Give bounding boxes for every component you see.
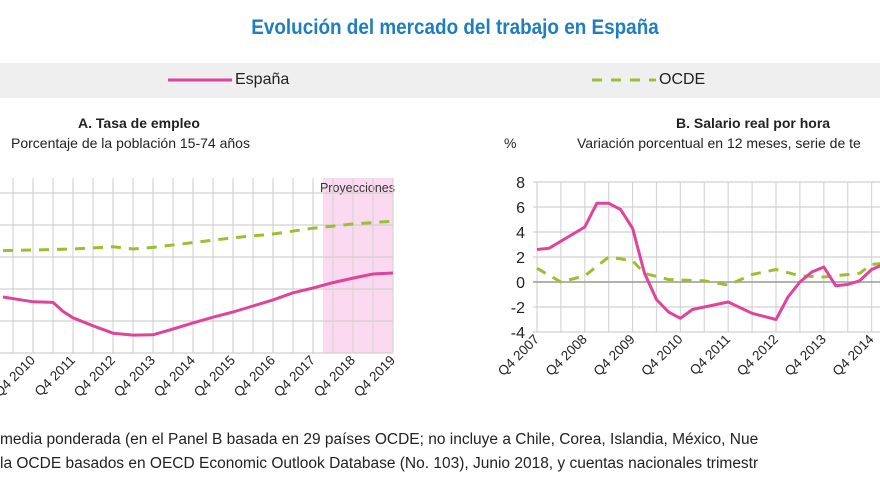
y-tick-label: 2 bbox=[516, 250, 525, 267]
series-line-ocde bbox=[2, 219, 394, 253]
legend-label: OCDE bbox=[659, 71, 706, 88]
x-tick-label: Q4 2011 bbox=[687, 332, 734, 379]
legend-item-espana: España bbox=[168, 71, 289, 89]
projection-shading bbox=[323, 178, 393, 353]
y-tick-label: 0 bbox=[516, 275, 525, 292]
series-line-espana bbox=[536, 201, 880, 321]
y-tick-label: -2 bbox=[511, 300, 525, 317]
x-tick-label: Q4 2013 bbox=[782, 332, 829, 379]
x-tick-label: Q4 2010 bbox=[638, 332, 685, 379]
legend-label: España bbox=[235, 71, 290, 88]
panel-a-subtitle: Porcentaje de la población 15-74 años bbox=[11, 135, 250, 151]
projection-label: Proyecciones bbox=[320, 181, 395, 195]
panel-b-title: B. Salario real por hora bbox=[676, 115, 831, 131]
panel-b-ylabel: % bbox=[504, 135, 517, 151]
y-tick-label: 8 bbox=[516, 175, 525, 192]
x-tick-label: Q4 2014 bbox=[829, 331, 877, 379]
legend-item-ocde: OCDE bbox=[592, 71, 705, 89]
x-tick-label: Q4 2012 bbox=[734, 332, 781, 379]
legend: España OCDE bbox=[0, 63, 880, 98]
figure-title: Evolución del mercado del trabajo en Esp… bbox=[251, 16, 659, 39]
legend-solid-line-icon bbox=[168, 78, 232, 82]
y-tick-label: -4 bbox=[511, 325, 525, 342]
y-tick-label: 4 bbox=[516, 225, 525, 242]
y-tick-label: 6 bbox=[516, 200, 525, 217]
footnote-line-2: la OCDE basados en OECD Economic Outlook… bbox=[0, 455, 759, 472]
footnote-line-1: media ponderada (en el Panel B basada en… bbox=[0, 431, 759, 448]
x-tick-label: Q4 2009 bbox=[590, 332, 637, 379]
series-line-ocde bbox=[536, 255, 880, 287]
panel-a-title: A. Tasa de empleo bbox=[78, 115, 200, 131]
x-tick-label: Q4 2008 bbox=[543, 332, 590, 379]
panel-b-subtitle: Variación porcentual en 12 meses, serie … bbox=[577, 135, 861, 151]
